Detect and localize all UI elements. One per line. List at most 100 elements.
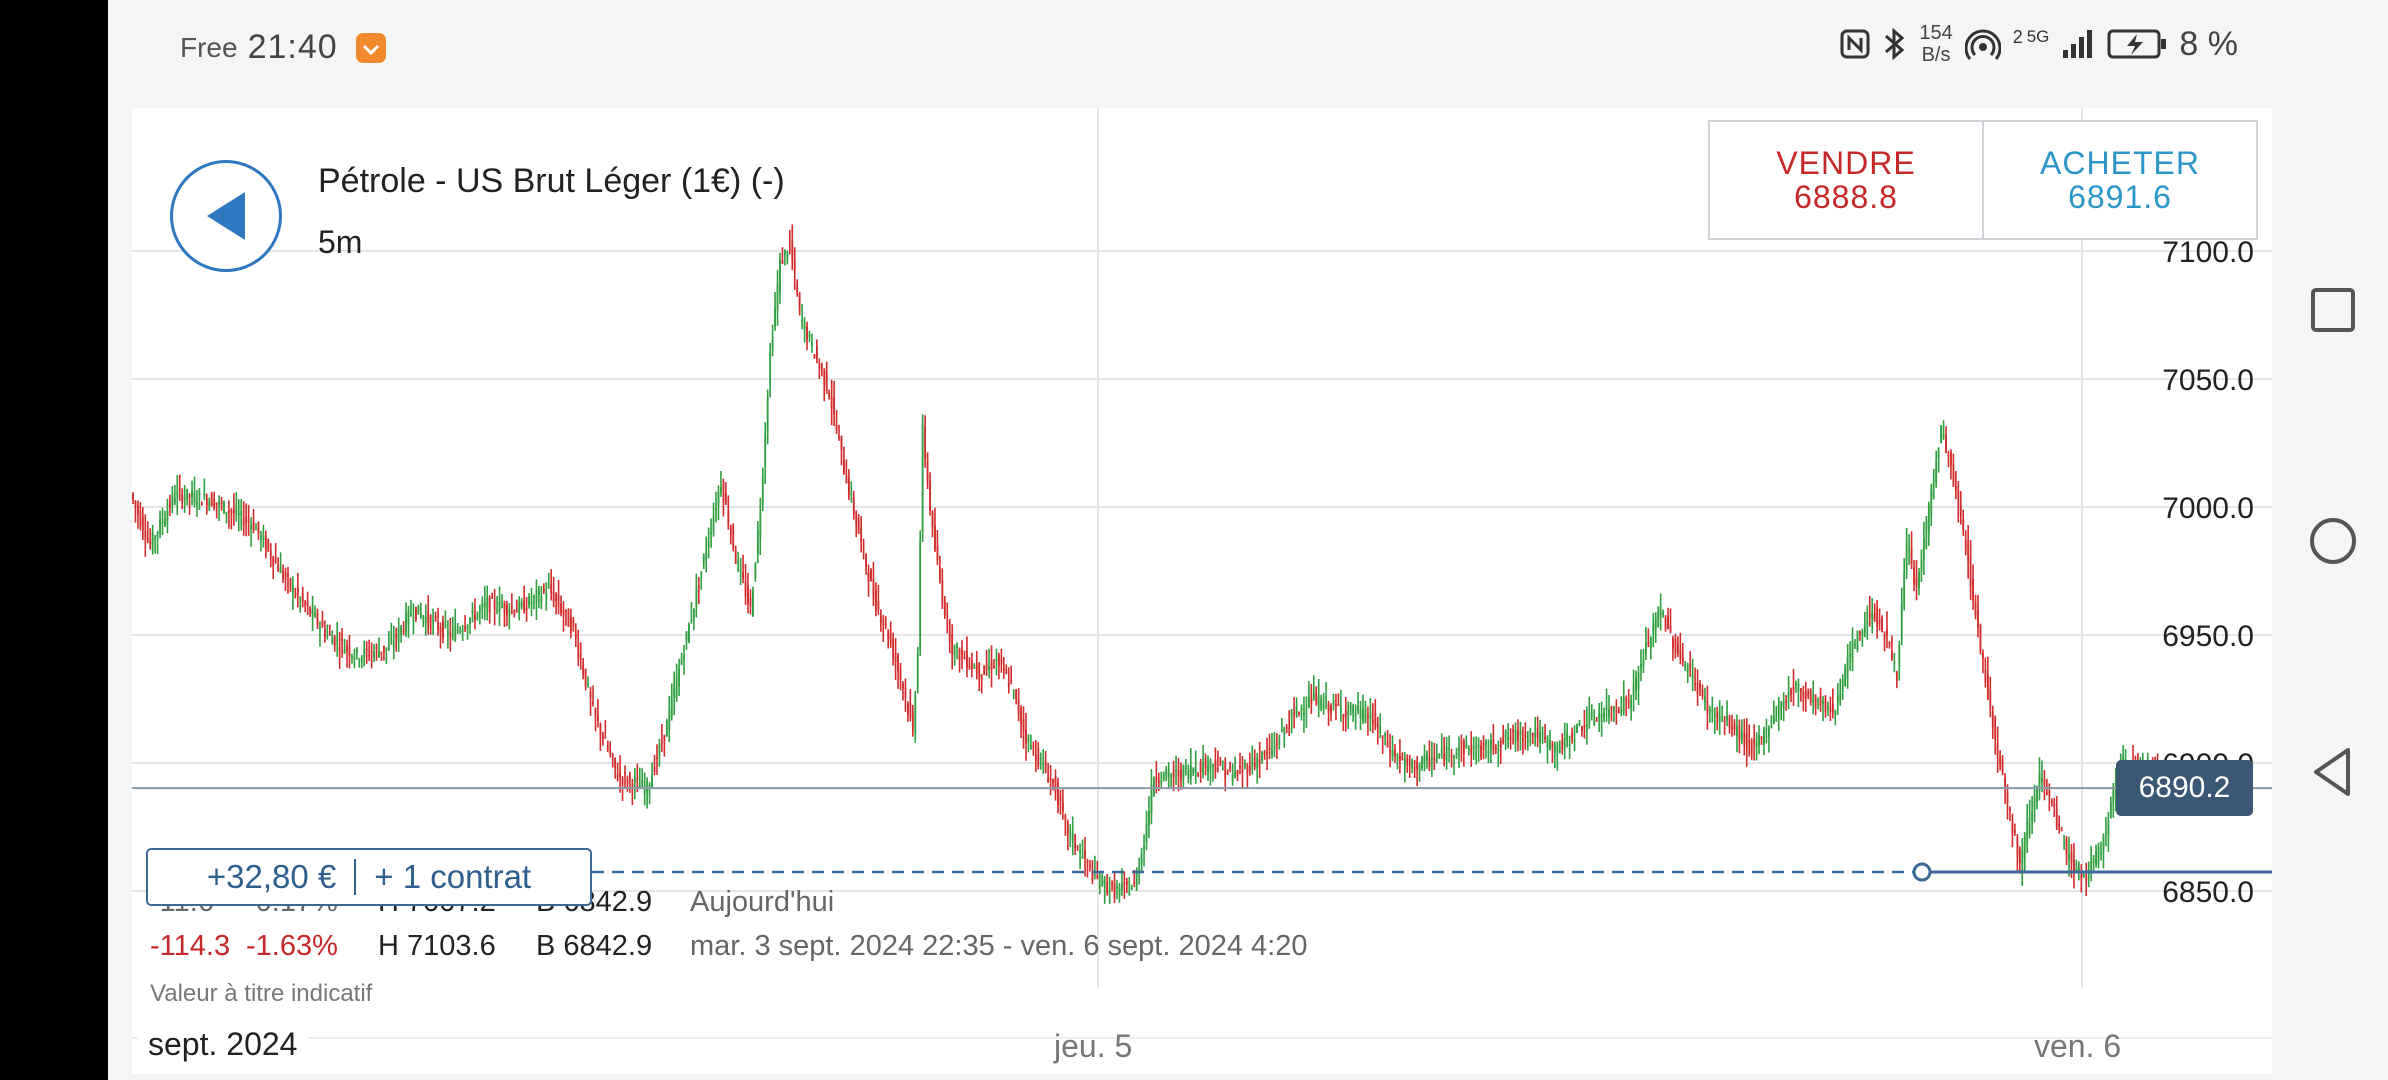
candle-body bbox=[909, 702, 912, 718]
candle-body bbox=[1071, 833, 1074, 841]
candle-body bbox=[1903, 572, 1906, 607]
candle-body bbox=[1763, 729, 1765, 745]
candle-body bbox=[813, 354, 816, 359]
candle-body bbox=[648, 784, 651, 796]
candle-body bbox=[493, 600, 496, 609]
candle-body bbox=[833, 397, 835, 414]
candle-body bbox=[1782, 701, 1785, 709]
candle-body bbox=[533, 596, 535, 598]
candle-body bbox=[587, 684, 589, 686]
candle-body bbox=[1600, 713, 1603, 723]
x-axis-label-thu: jeu. 5 bbox=[1054, 1028, 1133, 1064]
position-box[interactable]: +32,80 € + 1 contrat bbox=[146, 848, 592, 906]
candle-body bbox=[1568, 744, 1571, 746]
candle-body bbox=[1305, 710, 1308, 713]
candle-body bbox=[761, 476, 764, 505]
candle-body bbox=[1979, 625, 1982, 651]
candle-body bbox=[1962, 519, 1965, 531]
home-icon[interactable] bbox=[2306, 514, 2360, 568]
candle-body bbox=[953, 646, 956, 655]
candle-body bbox=[1932, 479, 1935, 499]
candle-body bbox=[257, 522, 260, 534]
candle-body bbox=[1748, 740, 1751, 743]
candle-body bbox=[1032, 745, 1035, 748]
buy-button[interactable]: ACHETER 6891.6 bbox=[1982, 122, 2256, 238]
candle-body bbox=[1480, 745, 1482, 757]
candle-body bbox=[1632, 685, 1635, 696]
candle-body bbox=[407, 610, 410, 625]
candle-body bbox=[1750, 741, 1753, 754]
candle-body bbox=[151, 532, 154, 551]
candle-body bbox=[299, 598, 302, 601]
candle-body bbox=[296, 586, 299, 595]
candle-body bbox=[1207, 765, 1209, 773]
candle-body bbox=[943, 601, 946, 615]
back-nav-icon[interactable] bbox=[2306, 745, 2360, 799]
timeframe-label[interactable]: 5m bbox=[318, 224, 363, 260]
candle-body bbox=[1162, 772, 1165, 780]
candle-body bbox=[520, 601, 523, 607]
candle-body bbox=[1799, 688, 1802, 692]
candle-body bbox=[1672, 637, 1674, 649]
candle-body bbox=[983, 666, 986, 674]
candle-body bbox=[712, 516, 715, 532]
back-button[interactable] bbox=[170, 160, 282, 272]
candle-body bbox=[2011, 821, 2014, 834]
candle-body bbox=[1049, 777, 1052, 780]
candle-body bbox=[1622, 697, 1625, 712]
candle-body bbox=[1030, 745, 1032, 749]
candle-body bbox=[370, 650, 373, 653]
candle-body bbox=[776, 284, 779, 310]
candle-body bbox=[1307, 695, 1310, 708]
candle-body bbox=[1450, 755, 1453, 758]
candle-body bbox=[1667, 616, 1669, 629]
sell-button[interactable]: VENDRE 6888.8 bbox=[1710, 122, 1982, 238]
candle-body bbox=[646, 781, 649, 793]
candle-body bbox=[429, 616, 432, 629]
candle-body bbox=[724, 492, 727, 504]
candle-body bbox=[948, 621, 951, 643]
candle-body bbox=[385, 647, 388, 650]
candle-body bbox=[653, 766, 656, 772]
candle-body bbox=[894, 652, 897, 663]
recent-apps-icon[interactable] bbox=[2306, 283, 2360, 337]
candle-body bbox=[1834, 710, 1837, 716]
candle-body bbox=[597, 715, 599, 722]
candle-body bbox=[1982, 652, 1984, 659]
candle-body bbox=[1536, 727, 1539, 739]
net-speed-value: 154 bbox=[1919, 22, 1953, 44]
hotspot-icon bbox=[1964, 29, 2001, 60]
candle-body bbox=[1598, 713, 1601, 718]
candle-body bbox=[383, 646, 385, 652]
candle-body bbox=[333, 636, 336, 647]
candle-body bbox=[764, 434, 767, 468]
candle-body bbox=[351, 655, 353, 658]
candle-body bbox=[392, 641, 395, 648]
candle-body bbox=[951, 633, 954, 655]
candle-body bbox=[173, 498, 176, 503]
candle-body bbox=[1467, 747, 1470, 751]
candle-body bbox=[1807, 691, 1810, 696]
candle-body bbox=[1145, 823, 1148, 843]
candle-body bbox=[2018, 848, 2021, 864]
candle-body bbox=[594, 708, 597, 716]
candle-body bbox=[902, 684, 904, 689]
candle-body bbox=[1881, 617, 1883, 633]
candle-body bbox=[1406, 758, 1409, 763]
candle-body bbox=[1743, 732, 1746, 744]
candle-body bbox=[2112, 790, 2115, 804]
candle-body bbox=[1930, 490, 1933, 515]
candle-body bbox=[1588, 713, 1591, 725]
candle-body bbox=[1118, 887, 1121, 896]
candle-body bbox=[1121, 883, 1123, 890]
indicative-note: Valeur à titre indicatif bbox=[150, 980, 373, 1007]
candle-body bbox=[1642, 659, 1645, 667]
candle-body bbox=[1209, 760, 1212, 770]
candle-body bbox=[1551, 743, 1554, 747]
candle-body bbox=[1101, 876, 1104, 886]
candle-body bbox=[1234, 771, 1236, 778]
candle-body bbox=[2016, 837, 2019, 857]
candle-body bbox=[1509, 737, 1512, 739]
